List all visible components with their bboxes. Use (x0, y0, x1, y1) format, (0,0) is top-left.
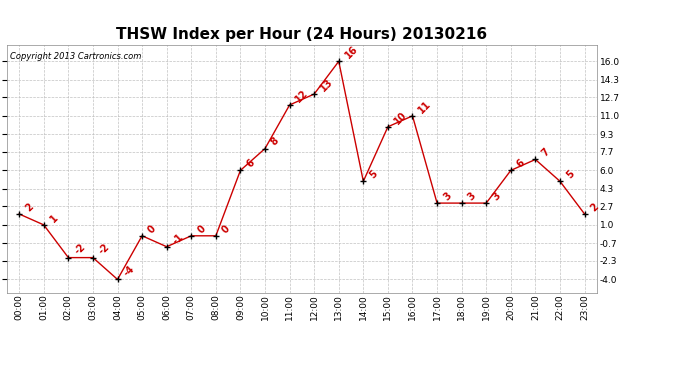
Text: 6: 6 (244, 158, 257, 170)
Text: 7: 7 (540, 147, 551, 159)
Text: 0: 0 (195, 223, 207, 235)
Text: 12: 12 (294, 88, 310, 104)
Text: 3: 3 (466, 190, 477, 202)
Title: THSW Index per Hour (24 Hours) 20130216: THSW Index per Hour (24 Hours) 20130216 (117, 27, 487, 42)
Text: 8: 8 (269, 136, 281, 148)
Text: 1: 1 (48, 212, 60, 224)
Text: -1: -1 (171, 231, 186, 246)
Text: 0: 0 (146, 223, 158, 235)
Text: THSW  (°F): THSW (°F) (504, 32, 559, 41)
Text: 2: 2 (589, 201, 600, 213)
Text: 0: 0 (220, 223, 232, 235)
Text: 3: 3 (491, 190, 502, 202)
Text: Copyright 2013 Cartronics.com: Copyright 2013 Cartronics.com (10, 53, 141, 62)
Text: -4: -4 (121, 264, 137, 279)
Text: 13: 13 (318, 76, 335, 93)
Text: 5: 5 (564, 169, 576, 180)
Text: -2: -2 (72, 242, 87, 257)
Text: 16: 16 (343, 44, 359, 61)
Text: 5: 5 (368, 169, 380, 180)
Text: 6: 6 (515, 158, 527, 170)
Text: 10: 10 (392, 110, 408, 126)
Text: -2: -2 (97, 242, 112, 257)
Text: 11: 11 (417, 99, 433, 115)
Text: 3: 3 (441, 190, 453, 202)
Text: 2: 2 (23, 201, 35, 213)
